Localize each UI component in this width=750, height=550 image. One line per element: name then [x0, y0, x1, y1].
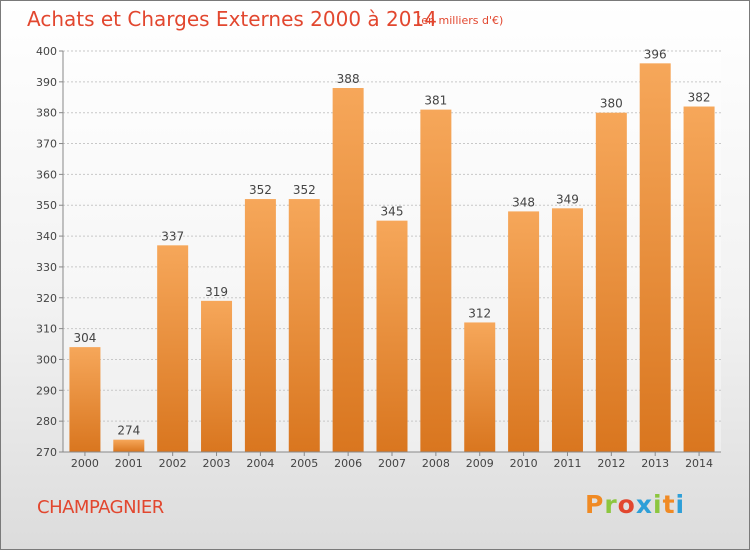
- logo-letter: i: [653, 490, 663, 519]
- bar-2013[interactable]: [639, 63, 671, 452]
- logo-letter: x: [635, 490, 653, 519]
- logo-letter: P: [585, 490, 605, 519]
- bar-2009[interactable]: [464, 322, 496, 452]
- bar-2001[interactable]: [113, 439, 145, 452]
- data-label: 348: [512, 195, 535, 209]
- x-tick-label: 2012: [597, 457, 625, 470]
- logo-letter: i: [675, 490, 686, 519]
- x-tick-label: 2007: [378, 457, 406, 470]
- y-tick-label: 310: [36, 323, 57, 336]
- y-tick-label: 370: [36, 138, 57, 151]
- bar-2002[interactable]: [157, 245, 189, 452]
- chart-title: Achats et Charges Externes 2000 à 2014: [27, 7, 437, 31]
- data-label: 388: [337, 72, 360, 86]
- x-tick-label: 2002: [159, 457, 187, 470]
- y-tick-label: 330: [36, 261, 57, 274]
- x-tick-label: 2001: [115, 457, 143, 470]
- data-label: 396: [644, 47, 667, 61]
- data-label: 345: [381, 205, 404, 219]
- x-tick-label: 2008: [422, 457, 450, 470]
- data-label: 304: [73, 331, 96, 345]
- data-label: 382: [688, 91, 711, 105]
- y-tick-label: 300: [36, 353, 57, 366]
- y-tick-label: 320: [36, 292, 57, 305]
- x-tick-label: 2003: [203, 457, 231, 470]
- y-tick-label: 360: [36, 168, 57, 181]
- bar-2000[interactable]: [69, 347, 101, 452]
- x-tick-label: 2011: [553, 457, 581, 470]
- data-label: 319: [205, 285, 228, 299]
- bar-2008[interactable]: [420, 109, 452, 452]
- logo-letter: o: [617, 490, 636, 519]
- data-label: 312: [468, 306, 491, 320]
- x-tick-label: 2005: [290, 457, 318, 470]
- data-label: 352: [293, 183, 316, 197]
- x-tick-label: 2004: [246, 457, 274, 470]
- logo-letter: r: [604, 490, 618, 519]
- y-tick-label: 390: [36, 76, 57, 89]
- x-tick-label: 2009: [466, 457, 494, 470]
- bar-2012[interactable]: [595, 112, 627, 452]
- data-label: 352: [249, 183, 272, 197]
- commune-name: CHAMPAGNIER: [37, 497, 164, 518]
- bar-2014[interactable]: [683, 106, 715, 453]
- y-tick-label: 270: [36, 446, 57, 459]
- data-label: 337: [161, 229, 184, 243]
- data-label: 274: [117, 424, 140, 438]
- x-tick-label: 2014: [685, 457, 713, 470]
- proxiti-logo[interactable]: Proxiti: [585, 490, 685, 519]
- bar-2007[interactable]: [376, 220, 408, 452]
- bar-2005[interactable]: [288, 199, 320, 452]
- bar-2006[interactable]: [332, 88, 364, 452]
- y-tick-label: 340: [36, 230, 57, 243]
- logo-letter: t: [662, 490, 676, 519]
- bar-2003[interactable]: [201, 300, 233, 452]
- x-tick-label: 2010: [510, 457, 538, 470]
- bar-2011[interactable]: [551, 208, 583, 452]
- x-tick-label: 2006: [334, 457, 362, 470]
- bar-2010[interactable]: [508, 211, 540, 452]
- y-tick-label: 380: [36, 107, 57, 120]
- chart-subtitle: (en milliers d'€): [417, 14, 504, 27]
- data-label: 349: [556, 192, 579, 206]
- data-label: 381: [424, 94, 447, 108]
- x-tick-label: 2013: [641, 457, 669, 470]
- y-tick-label: 280: [36, 415, 57, 428]
- y-tick-label: 290: [36, 384, 57, 397]
- y-tick-label: 400: [36, 45, 57, 58]
- x-tick-label: 2000: [71, 457, 99, 470]
- bar-2004[interactable]: [244, 199, 276, 452]
- y-tick-label: 350: [36, 199, 57, 212]
- data-label: 380: [600, 97, 623, 111]
